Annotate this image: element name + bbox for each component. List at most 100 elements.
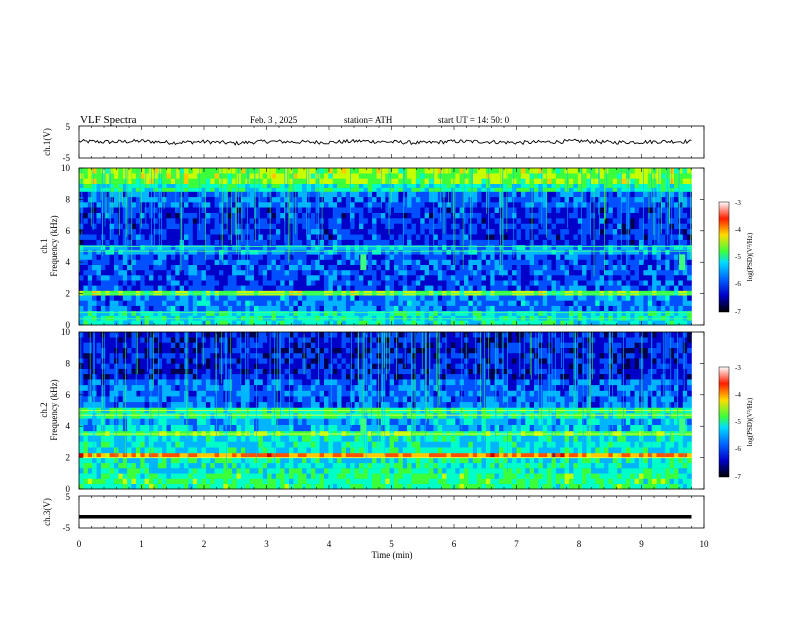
spectrogram-cell (377, 213, 382, 219)
spectrogram-cell (149, 295, 154, 301)
spectrogram-cell (468, 291, 473, 296)
spectrogram-cell (407, 184, 412, 188)
spectrogram-cell (232, 479, 237, 485)
spectrogram-cell (328, 479, 333, 485)
spectrogram-cell (390, 260, 395, 266)
spectrogram-cell (412, 173, 417, 179)
spectrogram-cell (429, 218, 434, 224)
spectrogram-cell (175, 265, 180, 271)
spectrogram-cell (342, 223, 347, 229)
spectrogram-cell (320, 473, 325, 479)
spectrogram-cell (315, 320, 320, 325)
spectrogram-cell (569, 173, 574, 179)
spectrogram-cell (293, 300, 298, 306)
spectrogram-cell (276, 197, 281, 203)
spectrogram-cell (372, 223, 377, 229)
spectrogram-cell (665, 311, 670, 316)
spectrogram-cell (114, 306, 119, 312)
spectrogram-cell (118, 300, 123, 306)
spectrogram-cell (552, 173, 557, 179)
spectrogram-cell (136, 300, 141, 306)
spectrogram-cell (416, 250, 421, 255)
spectrogram-cell (311, 275, 316, 281)
spectrogram-cell (79, 320, 84, 325)
spectrogram-cell (639, 270, 644, 276)
spectrogram-cell (237, 213, 242, 219)
spectrogram-cell (210, 184, 215, 188)
spectrogram-cell (442, 270, 447, 276)
spectrogram-cell (473, 265, 478, 271)
spectrogram-cell (407, 316, 412, 321)
spectrogram-cell (643, 295, 648, 301)
spectrogram-cell (324, 270, 329, 276)
spectrogram-cell (153, 275, 158, 281)
spectrogram-cell (678, 275, 683, 281)
spectrogram-cell (538, 280, 543, 286)
spectrogram-cell (486, 311, 491, 316)
spectrogram-cell (162, 316, 167, 321)
spectrogram-cell (670, 316, 675, 321)
spectrogram-cell (442, 280, 447, 286)
spectrogram-cell (495, 270, 500, 276)
spectrogram-cell (652, 168, 657, 174)
spectrogram-cell (425, 473, 430, 479)
spectrogram-cell (333, 291, 338, 296)
spectrogram-cell (267, 192, 272, 198)
spectrogram-cell (512, 275, 517, 281)
spectrogram-cell (608, 300, 613, 306)
spectrogram-cell (560, 254, 565, 259)
spectrogram-cell (390, 229, 395, 235)
spectrogram-cell (587, 300, 592, 306)
spectrogram-cell (228, 280, 233, 286)
spectrogram-cell (460, 311, 465, 316)
spectrogram-cell (267, 306, 272, 312)
spectrogram-cell (88, 245, 93, 250)
spectrogram-cell (665, 254, 670, 259)
spectrogram-cell (600, 254, 605, 259)
spectrogram-cell (272, 179, 277, 185)
spectrogram-cell (573, 300, 578, 306)
spectrogram-cell (534, 291, 539, 296)
spectrogram-cell (149, 265, 154, 271)
spectrogram-cell (525, 260, 530, 266)
spectrogram-cell (83, 223, 88, 229)
spectrogram-cell (311, 295, 316, 301)
spectrogram-cell (315, 270, 320, 276)
spectrogram-cell (665, 260, 670, 266)
spectrogram-cell (333, 179, 338, 185)
spectrogram-cell (657, 300, 662, 306)
spectrogram-cell (525, 218, 530, 224)
spectrogram-cell (622, 245, 627, 250)
spectrogram-cell (490, 202, 495, 208)
spectrogram-cell (687, 202, 692, 208)
spectrogram-cell (263, 306, 268, 312)
spectrogram-cell (591, 223, 596, 229)
spectrogram-cell (543, 275, 548, 281)
spectrogram-cell (490, 316, 495, 321)
spectrogram-cell (398, 202, 403, 208)
spectrogram-cell (473, 280, 478, 286)
spectrogram-cell (136, 270, 141, 276)
spectrogram-cell (302, 254, 307, 259)
spectrogram-cell (552, 245, 557, 250)
spectrogram-cell (565, 320, 570, 325)
spectrogram-cell (293, 240, 298, 246)
spectrogram-cell (643, 245, 648, 250)
spectrogram-cell (517, 197, 522, 203)
spectrogram-cell (83, 285, 88, 291)
spectrogram-cell (337, 300, 342, 306)
ch1-spectrogram-image (79, 168, 692, 325)
spectrogram-cell (451, 285, 456, 291)
spectrogram-cell (97, 311, 102, 316)
spectrogram-cell (272, 173, 277, 179)
spectrogram-cell (670, 291, 675, 296)
spectrogram-cell (167, 479, 172, 485)
spectrogram-cell (425, 260, 430, 266)
spectrogram-cell (219, 291, 224, 296)
spectrogram-cell (328, 300, 333, 306)
spectrogram-cell (258, 306, 263, 312)
spectrogram-cell (517, 311, 522, 316)
spectrogram-cell (219, 320, 224, 325)
spectrogram-cell (184, 316, 189, 321)
spectrogram-cell (652, 240, 657, 246)
